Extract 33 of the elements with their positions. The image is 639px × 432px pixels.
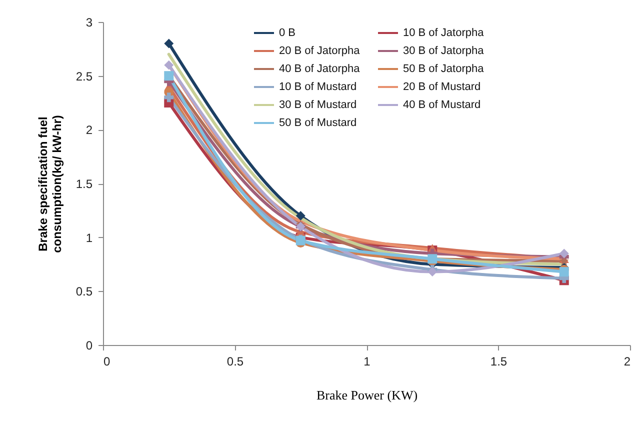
point [164,60,174,70]
y-tick-label: 2 [86,123,93,138]
point [428,267,438,277]
legend-label: 20 B of Mustard [403,81,481,93]
point [559,248,569,258]
x-tick-label: 1.5 [490,354,508,368]
legend-label: 10 B of Jatorpha [403,27,485,39]
legend-label: 20 B of Jatorpha [279,45,361,57]
legend-label: 30 B of Mustard [279,99,357,111]
x-tick-label: 0 [104,354,110,368]
x-tick-label: 0.5 [226,354,244,368]
point [559,256,569,266]
point [164,92,174,102]
x-axis-title: Brake Power (KW) [316,388,418,402]
y-tick-label: 2.5 [76,69,93,84]
y-tick-label: 0.5 [76,284,93,299]
y-axis-title: Brake specification fuel consumption(kg/ kW-hr) [36,115,64,253]
legend-label: 40 B of Jatorpha [279,63,361,75]
legend-label: 40 B of Mustard [403,99,481,111]
y-tick-label: 0 [86,338,93,352]
legend-label: 30 B of Jatorpha [403,45,485,57]
legend-label: 50 B of Mustard [279,117,357,129]
x-tick-label: 1 [364,354,371,368]
legend-label: 10 B of Mustard [279,81,357,93]
point [296,211,306,221]
y-tick-label: 1 [86,230,93,245]
y-tick-label: 3 [86,16,93,30]
legend-label: 50 B of Jatorpha [403,63,485,75]
legend-label: 0 B [279,27,296,39]
x-tick-label: 2 [624,354,631,368]
y-tick-label: 1.5 [76,177,93,191]
point [559,267,569,277]
point [164,38,174,48]
